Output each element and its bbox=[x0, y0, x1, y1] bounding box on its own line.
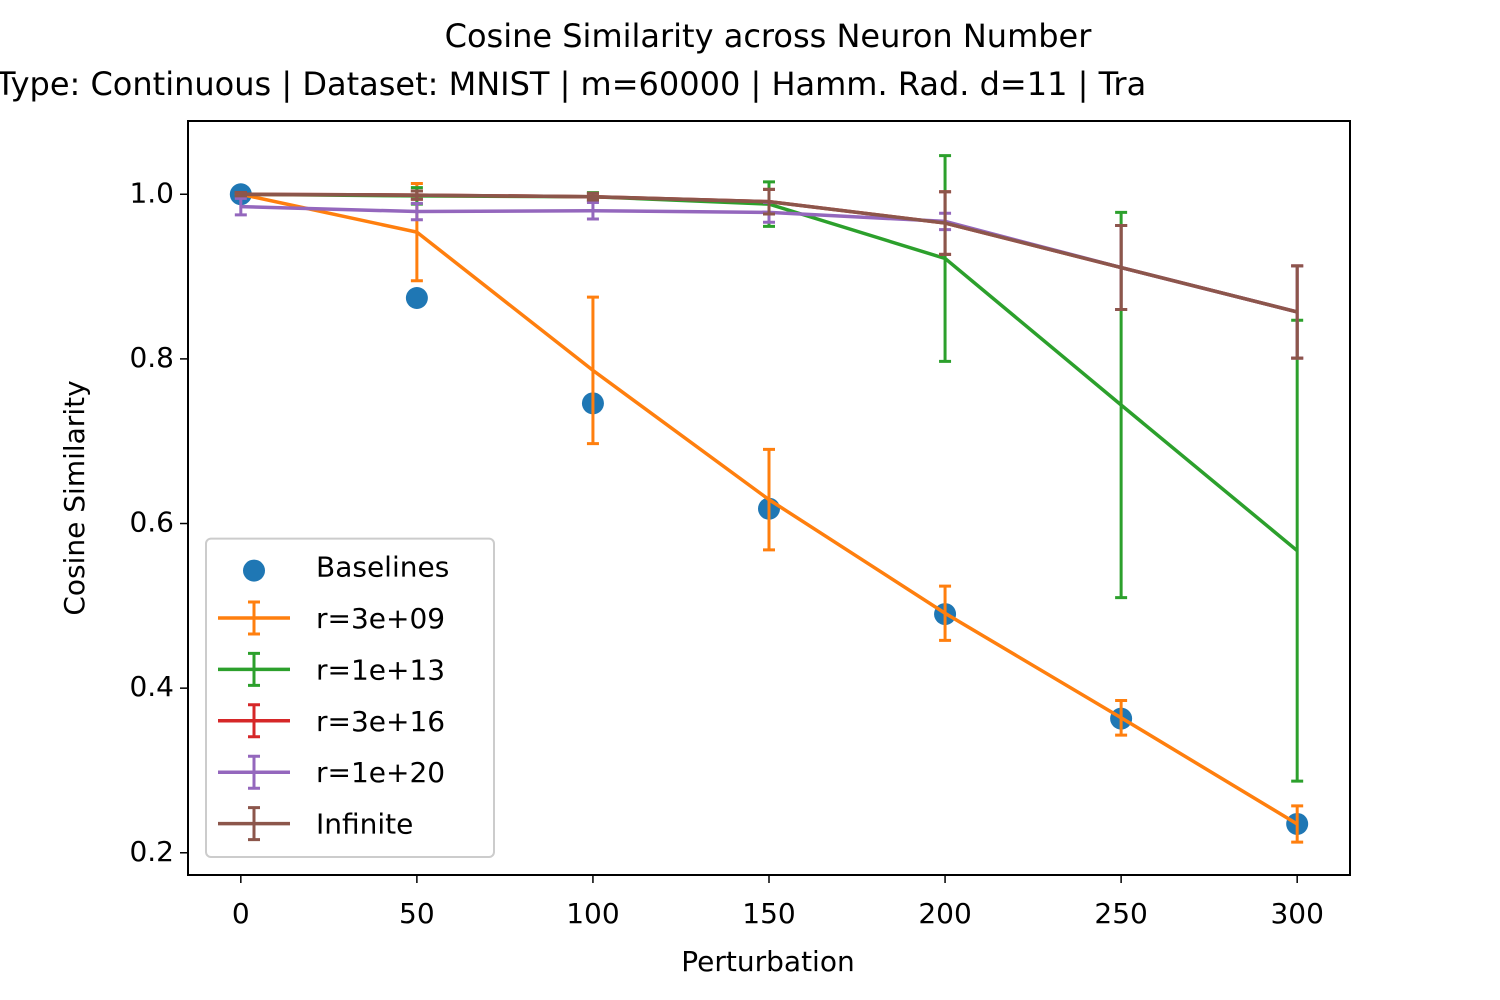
x-tick-label: 100 bbox=[566, 897, 619, 930]
chart-subtitle: Type: Continuous | Dataset: MNIST | m=60… bbox=[0, 65, 1146, 103]
y-tick-label: 0.6 bbox=[129, 506, 174, 539]
legend-marker bbox=[248, 806, 260, 842]
x-tick-label: 50 bbox=[399, 897, 435, 930]
legend-label: r=3e+16 bbox=[316, 705, 445, 738]
legend-marker bbox=[243, 559, 265, 582]
error-bar bbox=[1291, 804, 1304, 844]
legend-label: Baselines bbox=[316, 551, 449, 584]
error-bar bbox=[939, 154, 952, 363]
y-tick-label: 0.8 bbox=[129, 341, 174, 374]
y-tick-label: 1.0 bbox=[129, 176, 174, 209]
error-bar bbox=[1115, 224, 1128, 311]
y-tick-label: 0.2 bbox=[129, 835, 174, 868]
error-bar bbox=[939, 190, 952, 256]
error-bar bbox=[763, 187, 775, 216]
error-bar bbox=[1115, 698, 1128, 737]
error-bar bbox=[1291, 318, 1304, 783]
error-bar bbox=[410, 189, 423, 201]
legend-marker bbox=[248, 600, 260, 636]
x-tick-label: 200 bbox=[918, 897, 971, 930]
legend-label: Infinite bbox=[316, 808, 413, 841]
plot-frame bbox=[187, 120, 1351, 876]
x-tick-label: 250 bbox=[1094, 897, 1147, 930]
y-axis-label: Cosine Similarity bbox=[58, 380, 91, 615]
error-bar bbox=[234, 191, 247, 198]
x-tick-label: 150 bbox=[742, 897, 795, 930]
legend-marker bbox=[248, 754, 260, 790]
chart-title: Cosine Similarity across Neuron Number bbox=[445, 17, 1093, 55]
legend-marker bbox=[248, 651, 260, 687]
legend-label: r=1e+13 bbox=[316, 653, 445, 686]
x-tick-label: 300 bbox=[1270, 897, 1323, 930]
plot-area bbox=[229, 154, 1309, 844]
legend-label: r=3e+09 bbox=[316, 602, 445, 635]
error-bar bbox=[939, 584, 952, 642]
error-bar bbox=[586, 200, 599, 221]
scatter-point bbox=[405, 286, 428, 309]
error-bar bbox=[586, 295, 599, 446]
y-tick-label: 0.4 bbox=[129, 670, 174, 703]
error-bar bbox=[1291, 264, 1304, 360]
x-tick-label: 0 bbox=[232, 897, 250, 930]
error-bar bbox=[586, 191, 599, 202]
x-axis-label: Perturbation bbox=[681, 945, 854, 978]
legend-label: r=1e+20 bbox=[316, 756, 445, 789]
error-bar bbox=[234, 196, 247, 217]
legend-marker bbox=[248, 703, 260, 739]
error-bar bbox=[763, 447, 775, 552]
error-bar bbox=[410, 201, 423, 222]
